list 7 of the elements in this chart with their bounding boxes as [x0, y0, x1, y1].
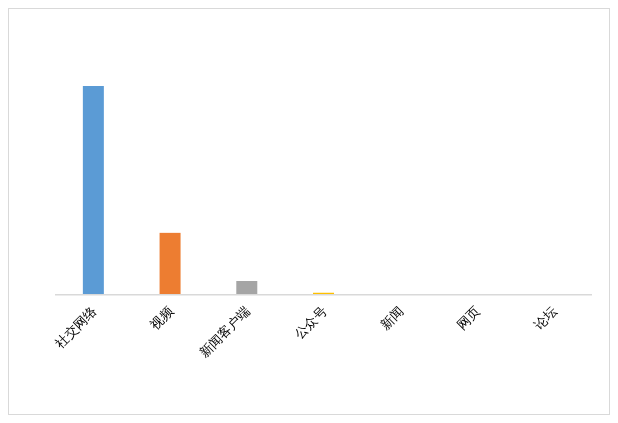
x-tick-label: 新闻: [378, 304, 408, 334]
x-tick-label: 论坛: [531, 304, 560, 334]
x-tick-label: 视频: [148, 304, 177, 334]
x-tick-label: 公众号: [292, 304, 330, 342]
x-tick-label: 社交网络: [52, 304, 100, 352]
x-tick-label: 网页: [454, 304, 484, 334]
x-tick-label: 新闻客户端: [196, 304, 254, 361]
